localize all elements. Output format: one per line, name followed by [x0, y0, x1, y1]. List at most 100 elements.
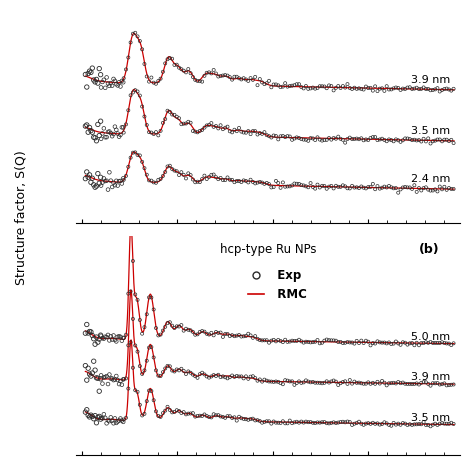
Point [147, 177, 155, 184]
Point [152, 80, 160, 88]
Point [198, 327, 206, 335]
Point [254, 377, 261, 384]
Point [445, 137, 453, 145]
Point [104, 80, 112, 87]
Point [110, 130, 118, 138]
Point [422, 183, 430, 191]
Point [307, 85, 314, 92]
Point [365, 338, 372, 346]
Point [90, 335, 98, 343]
Point [111, 336, 118, 344]
Point [383, 184, 391, 191]
Point [374, 182, 381, 190]
Point [103, 333, 110, 341]
Point [90, 76, 98, 84]
Point [302, 82, 310, 90]
Point [173, 113, 181, 120]
Point [93, 182, 100, 190]
Point [194, 178, 201, 185]
Point [240, 415, 247, 423]
Point [97, 135, 105, 143]
Point [166, 55, 173, 62]
Point [445, 420, 453, 428]
Point [155, 332, 162, 339]
Point [298, 379, 305, 387]
Point [87, 372, 95, 380]
Point [401, 339, 409, 346]
Point [367, 342, 374, 349]
Point [136, 37, 144, 45]
Point [120, 416, 128, 423]
Point [182, 174, 190, 182]
Point [450, 85, 457, 92]
Point [210, 66, 218, 74]
Point [91, 183, 99, 191]
Point [371, 340, 379, 347]
Point [114, 418, 121, 425]
Point [307, 179, 314, 187]
Point [233, 332, 240, 339]
Point [104, 417, 112, 424]
Point [265, 132, 273, 140]
Point [293, 337, 301, 345]
Point [298, 418, 305, 425]
Point [217, 174, 224, 182]
Point [221, 124, 229, 132]
Point [320, 137, 328, 144]
Point [235, 74, 243, 82]
Point [399, 184, 407, 191]
Point [90, 357, 98, 365]
Point [147, 129, 155, 137]
Point [101, 134, 109, 141]
Point [131, 86, 139, 94]
Point [298, 135, 305, 143]
Point [367, 134, 374, 142]
Point [424, 135, 432, 142]
Point [107, 375, 115, 383]
Point [235, 331, 243, 339]
Point [440, 183, 448, 191]
Point [94, 338, 101, 346]
Point [187, 369, 194, 376]
Point [357, 182, 365, 190]
Point [166, 406, 173, 414]
Point [205, 173, 213, 181]
Point [231, 126, 238, 134]
Point [175, 114, 183, 122]
Point [175, 366, 183, 374]
Point [443, 420, 450, 428]
Point [90, 415, 98, 422]
Point [251, 180, 259, 187]
Point [316, 419, 324, 427]
Point [114, 333, 121, 341]
Point [171, 324, 178, 332]
Point [150, 306, 157, 313]
Point [339, 378, 346, 386]
Point [344, 338, 351, 346]
Point [399, 85, 407, 92]
Point [208, 171, 215, 179]
Point [245, 127, 252, 135]
Point [166, 319, 173, 326]
Point [157, 372, 164, 380]
Point [224, 374, 231, 382]
Point [97, 372, 105, 379]
Point [410, 85, 418, 92]
Point [265, 378, 273, 385]
Point [298, 337, 305, 345]
Point [201, 328, 208, 336]
Point [374, 378, 381, 386]
Point [208, 373, 215, 380]
Point [397, 138, 404, 146]
Point [404, 341, 411, 348]
Point [249, 415, 257, 422]
Point [282, 133, 289, 141]
Point [436, 183, 444, 191]
Point [392, 184, 400, 192]
Point [120, 176, 128, 183]
Point [198, 175, 206, 183]
Point [83, 376, 91, 384]
Point [226, 332, 234, 340]
Point [378, 377, 386, 385]
Point [89, 128, 96, 136]
